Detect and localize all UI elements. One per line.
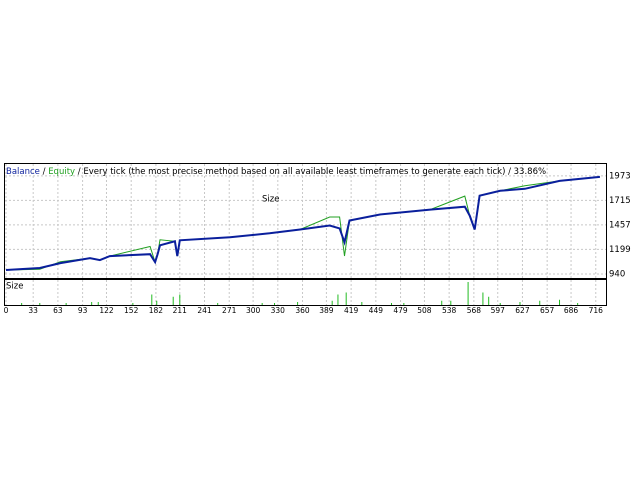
chart-title: Balance / Equity / Every tick (the most …: [6, 167, 546, 177]
x-tick-label: 568: [467, 306, 482, 315]
x-tick-label: 538: [442, 306, 457, 315]
size-panel: [4, 279, 607, 306]
x-tick-label: 300: [246, 306, 261, 315]
separator: /: [43, 167, 46, 177]
annotation: Size: [262, 195, 279, 205]
x-tick-label: 152: [124, 306, 139, 315]
separator: /: [78, 167, 81, 177]
y-tick-label: 940: [609, 270, 625, 280]
x-tick-label: 63: [53, 306, 63, 315]
y-tick-label: 1973: [609, 171, 631, 181]
grid: [5, 164, 606, 305]
x-tick-label: 389: [319, 306, 334, 315]
x-tick-label: 716: [589, 306, 604, 315]
x-tick-label: 597: [491, 306, 506, 315]
x-tick-label: 686: [564, 306, 579, 315]
x-tick-label: 360: [295, 306, 310, 315]
x-tick-label: 657: [540, 306, 555, 315]
title-text: Every tick (the most precise method base…: [83, 167, 546, 177]
y-tick-label: 1199: [609, 245, 631, 255]
x-tick-label: 241: [197, 306, 212, 315]
x-tick-label: 330: [271, 306, 286, 315]
x-tick-label: 271: [222, 306, 237, 315]
x-tick-label: 33: [28, 306, 38, 315]
marks: [5, 175, 600, 305]
x-tick-label: 0: [4, 306, 9, 315]
x-tick-label: 508: [417, 306, 432, 315]
y-tick-label: 1457: [609, 220, 631, 230]
main-panel: [4, 163, 607, 279]
x-tick-label: 627: [515, 306, 530, 315]
y-tick-label: 1715: [609, 196, 631, 206]
x-tick-label: 449: [369, 306, 384, 315]
x-tick-label: 93: [78, 306, 88, 315]
balance-line: [5, 175, 600, 271]
size-title: Size: [6, 282, 23, 292]
x-tick-label: 122: [99, 306, 114, 315]
x-tick-label: 419: [344, 306, 359, 315]
legend-equity: Equity: [48, 167, 75, 177]
x-tick-label: 211: [173, 306, 188, 315]
x-tick-label: 479: [393, 306, 408, 315]
legend-balance: Balance: [6, 167, 40, 177]
x-tick-label: 182: [149, 306, 164, 315]
